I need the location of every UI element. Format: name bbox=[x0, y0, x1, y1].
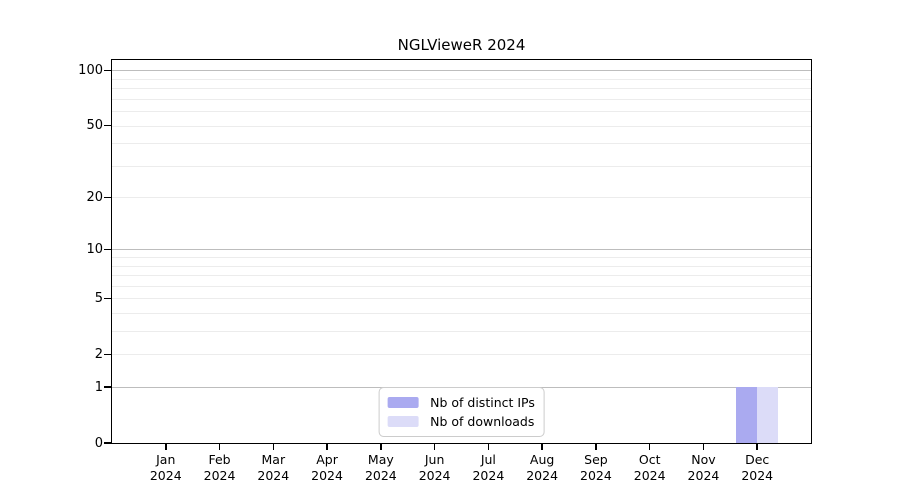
x-tick-mark bbox=[433, 443, 436, 450]
y-gridline bbox=[112, 285, 811, 287]
y-gridline bbox=[112, 313, 811, 315]
x-tick-mark bbox=[487, 443, 490, 450]
x-tick-year: 2024 bbox=[526, 467, 559, 483]
y-gridline bbox=[112, 331, 811, 333]
plot-area: Nb of distinct IPs Nb of downloads bbox=[112, 60, 811, 443]
x-tick-year: 2024 bbox=[257, 467, 290, 483]
y-tick-mark bbox=[104, 196, 111, 198]
y-tick-mark bbox=[104, 442, 111, 444]
legend-label: Nb of distinct IPs bbox=[430, 395, 535, 410]
bar bbox=[757, 387, 779, 443]
legend-swatch bbox=[387, 397, 419, 408]
y-gridline bbox=[112, 143, 811, 145]
legend: Nb of distinct IPs Nb of downloads bbox=[378, 387, 545, 437]
x-tick-mark bbox=[165, 443, 167, 450]
y-tick-label: 20 bbox=[86, 189, 103, 205]
legend-item: Nb of downloads bbox=[387, 412, 535, 431]
chart-title: NGLVieweR 2024 bbox=[397, 36, 526, 54]
y-tick-label: 100 bbox=[78, 62, 103, 78]
legend-swatch bbox=[387, 416, 419, 427]
x-tick-mark bbox=[756, 443, 758, 450]
x-tick-mark bbox=[218, 443, 221, 450]
y-gridline bbox=[112, 257, 811, 259]
x-tick-label: Apr 2024 bbox=[297, 452, 357, 483]
x-tick-month: Aug bbox=[529, 452, 555, 467]
y-gridline bbox=[112, 98, 811, 100]
y-tick-mark bbox=[104, 297, 111, 300]
y-gridline bbox=[112, 165, 811, 167]
y-gridline bbox=[112, 298, 811, 300]
x-tick-mark bbox=[272, 443, 275, 450]
x-tick-mark bbox=[648, 443, 651, 450]
legend-item: Nb of distinct IPs bbox=[387, 393, 535, 412]
x-tick-label: Oct 2024 bbox=[620, 452, 680, 483]
x-tick-year: 2024 bbox=[580, 467, 612, 483]
x-tick-year: 2024 bbox=[687, 467, 720, 483]
x-tick-month: Apr bbox=[316, 452, 338, 467]
y-tick-mark bbox=[104, 353, 111, 356]
y-gridline bbox=[112, 354, 811, 356]
y-tick-mark bbox=[104, 69, 111, 72]
x-tick-year: 2024 bbox=[364, 467, 397, 483]
y-tick-mark bbox=[104, 248, 111, 251]
x-tick-month: Jan bbox=[156, 452, 176, 467]
y-gridline bbox=[112, 78, 811, 80]
x-tick-mark bbox=[326, 443, 328, 450]
x-tick-year: 2024 bbox=[149, 467, 182, 483]
x-tick-month: Jul bbox=[480, 452, 496, 467]
x-tick-mark bbox=[595, 443, 597, 450]
y-tick-mark bbox=[104, 124, 111, 127]
y-gridline bbox=[112, 88, 811, 90]
x-tick-label: Aug 2024 bbox=[512, 452, 572, 483]
x-tick-year: 2024 bbox=[472, 467, 505, 483]
y-gridline bbox=[112, 197, 811, 199]
bar bbox=[736, 387, 758, 443]
legend-label: Nb of downloads bbox=[430, 414, 535, 429]
x-tick-label: Feb 2024 bbox=[190, 452, 250, 483]
x-tick-label: May 2024 bbox=[351, 452, 411, 483]
y-tick-label: 5 bbox=[94, 290, 103, 306]
x-tick-mark bbox=[541, 443, 543, 450]
x-tick-mark bbox=[380, 443, 382, 450]
x-tick-label: Jan 2024 bbox=[136, 452, 196, 483]
x-tick-label: Jun 2024 bbox=[405, 452, 465, 483]
x-tick-year: 2024 bbox=[311, 467, 343, 483]
x-tick-year: 2024 bbox=[741, 467, 774, 483]
x-tick-month: Feb bbox=[208, 452, 231, 467]
x-tick-label: Dec 2024 bbox=[727, 452, 787, 483]
x-tick-label: Jul 2024 bbox=[458, 452, 518, 483]
y-tick-label: 1 bbox=[94, 379, 103, 395]
x-tick-year: 2024 bbox=[633, 467, 666, 483]
x-tick-mark bbox=[702, 443, 705, 450]
y-tick-label: 0 bbox=[94, 435, 103, 451]
y-gridline bbox=[112, 125, 811, 127]
x-tick-month: Nov bbox=[691, 452, 716, 467]
y-gridline bbox=[112, 265, 811, 267]
y-gridline bbox=[112, 275, 811, 277]
y-tick-label: 50 bbox=[86, 118, 103, 134]
x-tick-month: Sep bbox=[584, 452, 608, 467]
x-tick-month: Oct bbox=[638, 452, 661, 467]
y-gridline-major bbox=[112, 249, 811, 251]
x-tick-label: Mar 2024 bbox=[243, 452, 303, 483]
x-tick-label: Nov 2024 bbox=[673, 452, 733, 483]
x-tick-month: May bbox=[367, 452, 394, 467]
y-gridline-major bbox=[112, 70, 811, 72]
y-gridline bbox=[112, 111, 811, 113]
x-tick-year: 2024 bbox=[203, 467, 236, 483]
y-tick-label: 2 bbox=[94, 346, 103, 362]
x-tick-month: Jun bbox=[424, 452, 445, 467]
x-tick-label: Sep 2024 bbox=[566, 452, 626, 483]
x-tick-month: Dec bbox=[745, 452, 770, 467]
x-tick-month: Mar bbox=[261, 452, 286, 467]
y-tick-label: 10 bbox=[86, 241, 103, 257]
x-tick-year: 2024 bbox=[418, 467, 451, 483]
y-tick-mark bbox=[104, 386, 111, 388]
